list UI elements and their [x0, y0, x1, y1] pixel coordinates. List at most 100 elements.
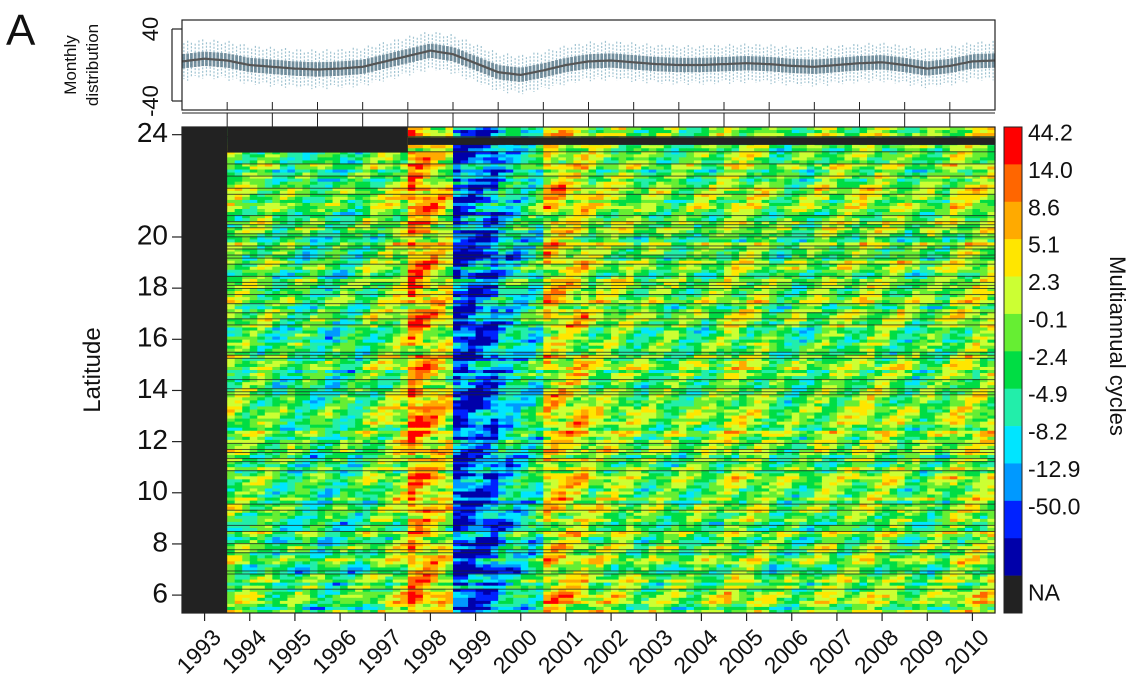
heatmap-cell: [739, 172, 748, 176]
heatmap-cell: [347, 227, 356, 231]
heatmap-cell: [867, 205, 876, 210]
heatmap-cell: [693, 145, 703, 149]
heatmap-cell: [731, 215, 740, 219]
heatmap-cell: [565, 202, 575, 207]
heatmap-cell: [294, 166, 304, 170]
heatmap-cell: [325, 221, 334, 225]
heatmap-cell: [618, 148, 627, 152]
heatmap-cell: [633, 187, 642, 192]
heatmap-cell: [897, 224, 906, 228]
heatmap-cell: [934, 151, 943, 155]
heatmap-cell: [490, 242, 499, 246]
heatmap-cell: [377, 233, 386, 237]
heatmap-cell: [716, 199, 725, 204]
heatmap-cell: [693, 154, 703, 158]
heatmap-cell: [927, 166, 936, 170]
heatmap-cell: [806, 236, 815, 240]
heatmap-cell: [927, 130, 936, 134]
heatmap-cell: [505, 169, 514, 173]
heatmap-cell: [362, 199, 371, 204]
heatmap-cell: [227, 166, 236, 170]
heatmap-cell: [294, 233, 304, 237]
heatmap-cell: [596, 181, 605, 186]
heatmap-cell: [724, 148, 733, 152]
heatmap-cell: [919, 154, 928, 158]
heatmap-cell: [746, 245, 755, 249]
heatmap-cell: [520, 154, 529, 158]
heatmap-cell: [294, 212, 304, 216]
heatmap-cell: [889, 187, 898, 192]
heatmap-cell: [498, 224, 507, 228]
heatmap-cell: [724, 236, 733, 240]
heatmap-cell: [445, 202, 454, 207]
heatmap-cell: [385, 245, 394, 249]
heatmap-cell: [513, 233, 522, 237]
heatmap-cell: [573, 157, 582, 161]
heatmap-cell: [580, 242, 590, 246]
heatmap-cell: [851, 157, 861, 161]
heatmap-cell: [927, 163, 936, 167]
heatmap-cell: [257, 172, 266, 176]
heatmap-cell: [611, 193, 620, 198]
heatmap-cell: [460, 248, 469, 252]
heatmap-cell: [799, 233, 808, 237]
heatmap-cell: [596, 163, 605, 167]
heatmap-cell: [618, 230, 627, 234]
heatmap-cell: [791, 251, 800, 255]
heatmap-cell: [294, 184, 304, 189]
heatmap-cell: [370, 245, 379, 249]
heatmap-cell: [475, 233, 484, 237]
heatmap-cell: [648, 178, 657, 183]
heatmap-cell: [859, 127, 868, 131]
heatmap-cell: [814, 178, 823, 183]
heatmap-cell: [769, 178, 778, 183]
heatmap-cell: [754, 239, 763, 243]
heatmap-cell: [919, 212, 928, 216]
heatmap-cell: [580, 181, 590, 186]
heatmap-cell: [927, 196, 936, 201]
heatmap-cell: [618, 127, 627, 131]
heatmap-cell: [550, 227, 559, 231]
heatmap-cell: [754, 196, 763, 201]
heatmap-cell: [550, 169, 559, 173]
heatmap-cell: [415, 130, 424, 134]
heatmap-cell: [829, 127, 838, 131]
heatmap-cell: [979, 154, 989, 158]
heatmap-cell: [370, 224, 379, 228]
heatmap-cell: [400, 157, 409, 161]
heatmap-cell: [437, 239, 447, 243]
heatmap-cell: [904, 227, 913, 231]
heatmap-cell: [355, 251, 364, 255]
heatmap-cell: [407, 248, 416, 252]
heatmap-cell: [641, 227, 650, 231]
heatmap-cell: [821, 215, 830, 219]
heatmap-cell: [972, 239, 981, 243]
heatmap-cell: [648, 199, 657, 204]
heatmap-cell: [829, 172, 838, 176]
heatmap-cell: [498, 218, 507, 222]
heatmap-cell: [588, 242, 597, 246]
heatmap-cell: [821, 245, 830, 249]
heatmap-cell: [882, 196, 891, 201]
heatmap-cell: [407, 157, 416, 161]
heatmap-cell: [979, 148, 989, 152]
heatmap-cell: [468, 233, 477, 237]
heatmap-cell: [573, 248, 582, 252]
heatmap-cell: [234, 184, 243, 189]
heatmap-cell: [791, 218, 800, 222]
heatmap-cell: [543, 236, 552, 240]
heatmap-cell: [987, 212, 996, 216]
heatmap-cell: [362, 212, 371, 216]
heatmap-cell: [437, 184, 447, 189]
heatmap-cell: [460, 178, 469, 183]
heatmap-cell: [580, 193, 590, 198]
heatmap-cell: [754, 230, 763, 234]
heatmap-cell: [882, 212, 891, 216]
heatmap-cell: [392, 169, 401, 173]
heatmap-cell: [731, 193, 740, 198]
heatmap-cell: [701, 130, 710, 134]
heatmap-cell: [453, 187, 462, 192]
heatmap-cell: [814, 209, 823, 213]
heatmap-cell: [904, 199, 913, 204]
heatmap-cell: [972, 236, 981, 240]
